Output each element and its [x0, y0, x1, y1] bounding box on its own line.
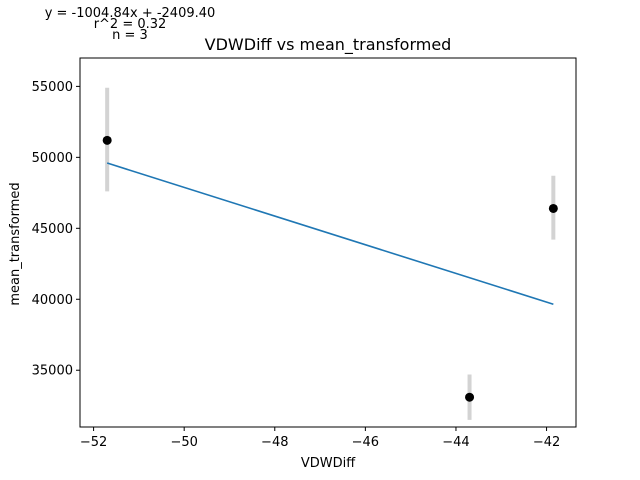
axes-frame [79, 57, 577, 428]
equation-annotation: y = -1004.84x + -2409.40 [45, 6, 216, 21]
fit-line [106, 162, 554, 305]
x-tick-label-1: −50 [170, 435, 197, 450]
x-tick-label-4: −44 [442, 435, 469, 450]
x-tick-label-3: −46 [352, 435, 379, 450]
y-tick-label-0: 35000 [32, 364, 73, 379]
y-tick-label-3: 50000 [32, 151, 73, 166]
n-annotation: n = 3 [112, 28, 148, 43]
data-point-0 [102, 135, 112, 145]
x-tick-label-2: −48 [261, 435, 288, 450]
x-tick-label-0: −52 [80, 435, 107, 450]
annotations: y = -1004.84x + -2409.40 r^2 = 0.32 n = … [45, 6, 216, 43]
x-tick-label-5: −42 [533, 435, 560, 450]
plot-area: −52 −50 −48 −46 −44 −42 35000 40000 45000 50000 55… [32, 57, 577, 450]
x-axis-label: VDWDiff [301, 456, 356, 471]
chart-title: VDWDiff vs mean_transformed [205, 35, 452, 55]
data-point-2 [548, 203, 558, 213]
r2-annotation: r^2 = 0.32 [94, 17, 167, 32]
y-tick-label-1: 40000 [32, 293, 73, 308]
y-tick-label-2: 45000 [32, 222, 73, 237]
y-tick-label-4: 55000 [32, 80, 73, 95]
y-axis-label: mean_transformed [8, 182, 23, 305]
data-point-1 [465, 392, 475, 402]
